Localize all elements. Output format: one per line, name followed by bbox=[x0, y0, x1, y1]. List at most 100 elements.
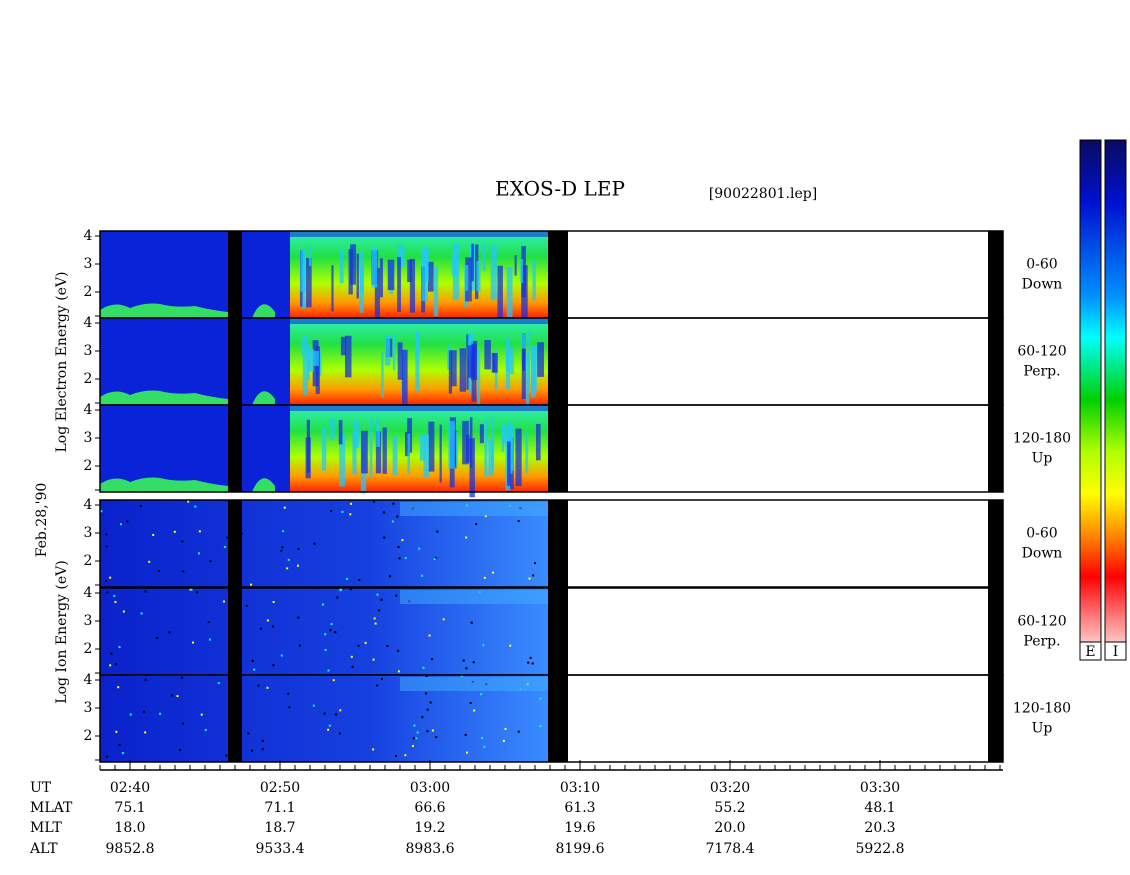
spectrogram bbox=[198, 552, 201, 555]
spectrogram bbox=[381, 351, 384, 398]
spectrogram bbox=[407, 259, 412, 283]
y-tick-label: 2 bbox=[84, 371, 93, 387]
spectrogram bbox=[242, 405, 290, 492]
spectrogram bbox=[372, 658, 375, 661]
time-label: 02:40 bbox=[110, 780, 150, 796]
spectrogram bbox=[517, 730, 520, 733]
spectrogram bbox=[373, 617, 376, 620]
spectrogram bbox=[469, 417, 473, 468]
spectrogram bbox=[324, 633, 327, 636]
spectrogram bbox=[380, 598, 383, 601]
spectrogram bbox=[416, 731, 419, 734]
spectrogram bbox=[110, 652, 113, 655]
spectrogram bbox=[115, 663, 118, 666]
spectrogram bbox=[329, 629, 332, 632]
spectrogram bbox=[431, 729, 434, 732]
spectrogram bbox=[271, 625, 274, 628]
y-tick-label: 4 bbox=[84, 497, 93, 513]
spectrogram bbox=[198, 530, 201, 533]
spectrogram bbox=[173, 530, 176, 533]
orbit-value: 71.1 bbox=[264, 800, 295, 816]
spectrogram bbox=[356, 253, 359, 299]
y-axis-label: Log Electron Energy (eV) bbox=[54, 271, 70, 452]
spectrogram bbox=[139, 504, 142, 507]
spectrogram bbox=[242, 231, 290, 318]
spectrogram bbox=[266, 619, 269, 622]
data-gap bbox=[548, 588, 568, 675]
orbit-value: 18.7 bbox=[264, 820, 295, 836]
spectrogram bbox=[521, 333, 526, 349]
spectrogram bbox=[411, 745, 414, 748]
spectrogram bbox=[539, 697, 542, 700]
spectrogram bbox=[250, 583, 253, 586]
row-label: MLAT bbox=[30, 800, 73, 816]
orbit-value: 55.2 bbox=[714, 800, 745, 816]
spectrogram bbox=[397, 256, 401, 312]
spectrogram bbox=[115, 730, 118, 733]
spectrogram bbox=[358, 578, 361, 581]
spectrogram bbox=[106, 591, 109, 594]
spectrogram bbox=[514, 255, 517, 276]
pitch-direction: Up bbox=[1032, 451, 1053, 467]
color-bar bbox=[1079, 139, 1102, 661]
spectrogram bbox=[392, 333, 396, 371]
spectrogram bbox=[501, 424, 507, 444]
spectrogram bbox=[532, 574, 535, 577]
spectrogram bbox=[481, 736, 484, 739]
spectrogram bbox=[109, 664, 112, 667]
spectrogram bbox=[283, 506, 286, 509]
spectrogram bbox=[297, 564, 300, 567]
spectrogram bbox=[442, 618, 445, 621]
orbit-value: 9852.8 bbox=[106, 841, 155, 857]
time-label: 03:10 bbox=[560, 780, 600, 796]
spectrogram bbox=[100, 510, 103, 513]
spectrogram bbox=[349, 513, 352, 516]
spectrogram bbox=[339, 589, 342, 592]
panel-frame bbox=[99, 404, 1004, 493]
spectrogram bbox=[114, 600, 117, 603]
spectrogram bbox=[109, 576, 112, 579]
spectrogram bbox=[338, 419, 343, 445]
orbit-value: 8983.6 bbox=[406, 841, 455, 857]
spectrogram bbox=[479, 693, 482, 696]
spectrogram bbox=[383, 536, 386, 539]
spectrogram bbox=[330, 510, 333, 513]
spectrogram bbox=[272, 601, 275, 604]
spectrogram bbox=[471, 243, 474, 282]
spectrogram bbox=[484, 515, 487, 518]
spectrogram bbox=[339, 709, 342, 712]
pitch-angle: 0-60 bbox=[1026, 526, 1057, 542]
spectrogram bbox=[156, 636, 159, 639]
spectrogram bbox=[436, 530, 439, 533]
spectrogram bbox=[118, 743, 121, 746]
spectrogram bbox=[245, 604, 248, 607]
data-gap bbox=[988, 588, 1003, 675]
spectrogram bbox=[529, 656, 532, 659]
data-gap bbox=[228, 231, 242, 318]
orbit-value: 48.1 bbox=[864, 800, 895, 816]
spectrogram bbox=[395, 594, 398, 597]
spectrogram bbox=[207, 621, 210, 624]
spectrogram bbox=[170, 694, 173, 697]
spectrogram bbox=[330, 418, 335, 441]
spectrogram bbox=[152, 533, 155, 536]
spectrogram bbox=[374, 622, 377, 625]
spectrogram bbox=[251, 749, 254, 752]
spectrogram bbox=[509, 347, 514, 375]
spectrogram bbox=[287, 558, 290, 561]
orbit-value: 75.1 bbox=[114, 800, 145, 816]
spectrogram bbox=[482, 644, 485, 647]
spectrogram bbox=[126, 520, 129, 523]
spectrogram bbox=[371, 248, 378, 288]
orbit-value: 66.6 bbox=[414, 800, 445, 816]
spectrogram bbox=[388, 575, 391, 578]
spectrogram bbox=[328, 724, 331, 727]
spectrogram bbox=[483, 745, 486, 748]
spectrogram bbox=[117, 686, 120, 689]
spectrogram bbox=[192, 641, 195, 644]
spectrogram bbox=[492, 571, 495, 574]
data-gap bbox=[988, 318, 1003, 405]
spectrogram bbox=[382, 427, 387, 474]
data-gap bbox=[228, 675, 242, 762]
spectrogram bbox=[307, 348, 314, 372]
